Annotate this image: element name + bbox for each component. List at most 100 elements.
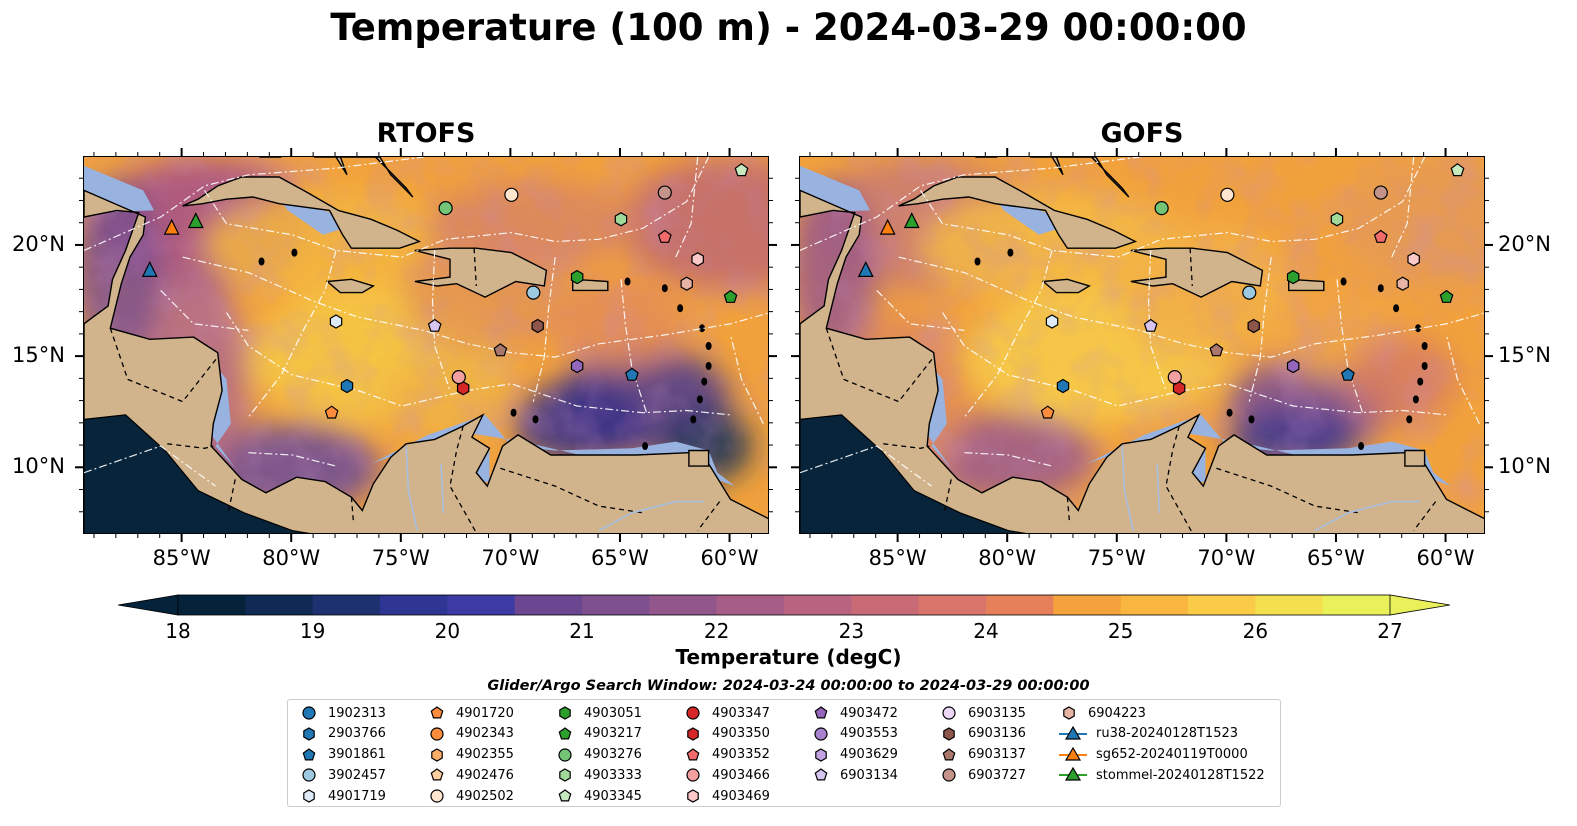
legend-marker-icon: [430, 727, 444, 741]
legend-item: 3901861: [298, 745, 386, 765]
colorbar-tick-label: 21: [569, 619, 595, 643]
lon-tick-label: 80°W: [978, 546, 1037, 570]
marker-6903727: [657, 185, 672, 200]
marker-ru38-20240128T1523: [857, 261, 874, 278]
legend-item: 4901720: [426, 703, 514, 723]
marker-4903350: [1172, 381, 1186, 396]
marker-4901720: [1040, 405, 1055, 419]
lat-tick-label-left: 20°N: [12, 231, 65, 256]
marker-4903217: [1439, 289, 1454, 303]
legend-marker-icon: [942, 768, 956, 782]
legend-marker-icon: [814, 768, 828, 781]
legend-item-label: 4903629: [840, 747, 898, 763]
lon-tick-label: 75°W: [371, 546, 430, 570]
marker-4902502: [504, 187, 519, 202]
marker-4903352: [1373, 229, 1388, 243]
colorbar: [118, 594, 1450, 616]
legend-item: 4903553: [810, 724, 898, 744]
legend-marker-icon: [942, 706, 956, 720]
legend-item-label: 4903352: [712, 747, 770, 763]
lon-tick-label: 85°W: [152, 546, 211, 570]
marker-6903137: [1209, 343, 1224, 357]
legend-item: 6904223: [1058, 703, 1146, 723]
colorbar-tick-label: 25: [1107, 619, 1134, 643]
legend-marker-icon: [686, 747, 700, 761]
legend-item: stommel-20240128T1522: [1058, 765, 1265, 785]
legend-item-label: 6903727: [968, 767, 1026, 783]
lat-tick-label-left: 15°N: [12, 343, 65, 368]
legend-item-label: 6904223: [1088, 705, 1146, 721]
marker-4903051: [1286, 269, 1300, 285]
colorbar-extend-low: [118, 594, 179, 616]
marker-4903469: [1407, 252, 1420, 267]
lon-tick-label: 75°W: [1087, 546, 1146, 570]
legend-item-label: 4903472: [840, 705, 898, 721]
legend-marker-icon: [558, 747, 572, 762]
legend-item-label: sg652-20240119T0000: [1096, 747, 1248, 763]
marker-6904223: [680, 276, 693, 291]
lat-tick-label-right: 10°N: [1498, 454, 1551, 479]
marker-6903136: [531, 318, 544, 334]
legend-item-label: ru38-20240128T1523: [1096, 726, 1239, 742]
legend-item: ru38-20240128T1523: [1058, 724, 1238, 744]
marker-3901861: [1340, 367, 1355, 381]
legend-marker-icon: [1059, 725, 1087, 740]
marker-4901719: [1045, 314, 1059, 329]
legend-marker-icon: [686, 706, 700, 720]
marker-4903469: [691, 252, 704, 267]
marker-4903051: [570, 269, 584, 285]
legend-item: 6903134: [810, 765, 898, 785]
legend-item-label: 4903051: [584, 705, 642, 721]
legend-item: 6903137: [938, 745, 1026, 765]
legend-marker-icon: [302, 747, 316, 761]
legend-item: 4903276: [554, 745, 642, 765]
legend-marker-icon: [559, 768, 571, 783]
marker-4903466: [451, 370, 466, 385]
legend-marker-icon: [558, 789, 572, 802]
legend-item-label: 4903345: [584, 788, 642, 804]
legend-marker-icon: [430, 768, 444, 781]
legend-item: 4903466: [682, 765, 770, 785]
colorbar-tick-label: 20: [434, 619, 461, 643]
legend-item: 4903333: [554, 765, 642, 785]
legend-item: 4903469: [682, 786, 770, 806]
legend-marker-icon: [559, 706, 571, 720]
marker-6903134: [427, 318, 442, 332]
lon-tick-label: 65°W: [590, 546, 649, 570]
lat-tick-label-right: 15°N: [1498, 343, 1551, 368]
panel-title-gofs: GOFS: [1100, 118, 1184, 149]
colorbar-tick-label: 23: [838, 619, 865, 643]
rtofs-map: [83, 156, 769, 534]
marker-sg652-20240119T0000: [163, 218, 180, 235]
lon-tick-label: 60°W: [1416, 546, 1475, 570]
legend-marker-icon: [303, 727, 315, 741]
legend-item-label: 4902355: [456, 747, 514, 763]
legend-marker-icon: [814, 727, 828, 741]
search-window-text: Glider/Argo Search Window: 2024-03-24 00…: [487, 678, 1090, 694]
colorbar-tick-label: 26: [1242, 619, 1269, 643]
marker-1902313: [1242, 285, 1257, 300]
marker-4903276: [438, 201, 453, 216]
colorbar-tick-label: 18: [165, 619, 191, 643]
legend-item: 4903472: [810, 703, 898, 723]
colorbar-tick-label: 19: [299, 619, 326, 643]
legend-marker-icon: [943, 727, 955, 741]
legend-item: 4903629: [810, 745, 898, 765]
legend-item: 4903350: [682, 724, 770, 744]
legend-item: 6903135: [938, 703, 1026, 723]
legend-item-label: 6903136: [968, 726, 1026, 742]
legend-marker-icon: [1063, 706, 1075, 720]
legend-item-label: 3902457: [328, 767, 386, 783]
legend-item: 2903766: [298, 724, 386, 744]
figure-title: Temperature (100 m) - 2024-03-29 00:00:0…: [330, 6, 1247, 49]
colorbar-extend-high: [1389, 594, 1450, 616]
lon-tick-label: 80°W: [262, 546, 321, 570]
legend-marker-icon: [558, 727, 572, 740]
marker-6903727: [1373, 185, 1388, 200]
colorbar-label: Temperature (degC): [675, 645, 902, 669]
legend-item: 3902457: [298, 765, 386, 785]
legend-item-label: 4901720: [456, 705, 514, 721]
colorbar-tick-label: 22: [703, 619, 730, 643]
legend-item-label: 4902343: [456, 726, 514, 742]
marker-4903345: [1450, 163, 1465, 177]
